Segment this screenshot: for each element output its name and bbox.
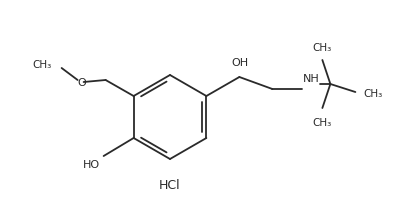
Text: CH₃: CH₃ <box>364 89 383 99</box>
Text: CH₃: CH₃ <box>313 118 332 127</box>
Text: O: O <box>77 78 86 88</box>
Text: HO: HO <box>83 159 100 169</box>
Text: NH: NH <box>303 74 320 84</box>
Text: OH: OH <box>232 58 249 68</box>
Text: CH₃: CH₃ <box>32 60 51 70</box>
Text: CH₃: CH₃ <box>313 43 332 53</box>
Text: HCl: HCl <box>159 179 181 192</box>
